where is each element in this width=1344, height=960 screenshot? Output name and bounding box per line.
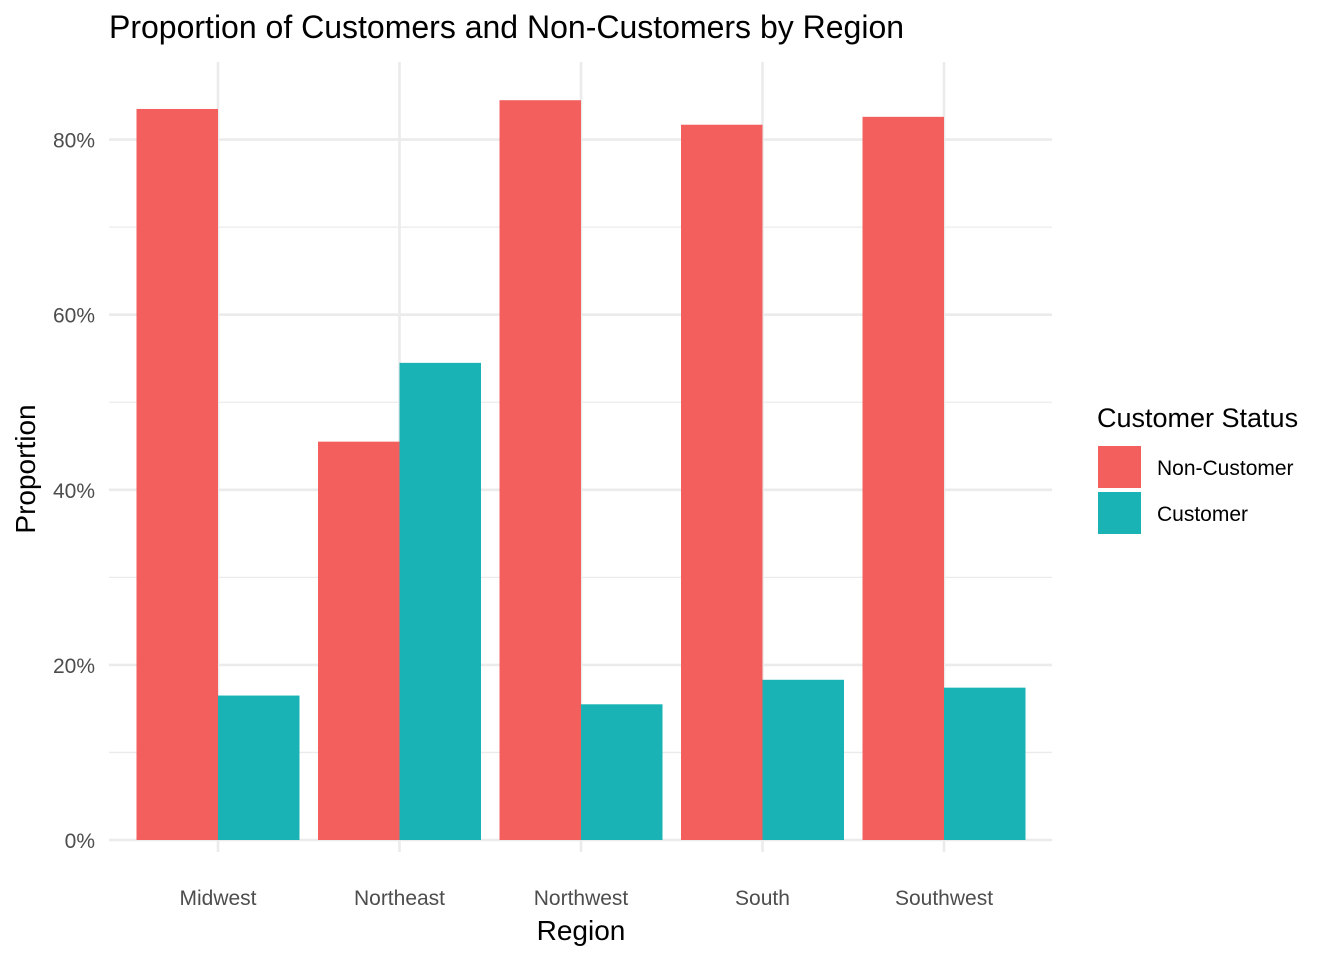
bar-non-customer-southwest (862, 116, 944, 841)
x-tick-label: Northwest (534, 887, 629, 910)
bar-non-customer-midwest (136, 108, 218, 840)
legend-label: Customer (1157, 503, 1248, 526)
x-axis-title: Region (537, 915, 626, 946)
legend-key (1098, 446, 1141, 488)
x-axis-ticks: Midwest Northeast Northwest South Southwest (179, 887, 993, 910)
bar-customer-southwest (944, 687, 1026, 840)
y-tick-label: 40% (53, 480, 95, 503)
bar-customer-northeast (399, 362, 481, 840)
y-axis-ticks: 0% 20% 40% 60% 80% (53, 130, 95, 853)
x-tick-label: Northeast (354, 887, 445, 910)
x-tick-label: South (735, 887, 790, 910)
bar-customer-south (762, 679, 844, 840)
legend-label: Non-Customer (1157, 457, 1294, 480)
chart-title: Proportion of Customers and Non-Customer… (109, 9, 904, 45)
legend-key (1098, 492, 1141, 534)
legend: Customer Status Non-Customer Customer (1097, 403, 1298, 534)
bar-customer-northwest (581, 704, 663, 840)
x-tick-label: Midwest (179, 887, 256, 910)
bar-non-customer-south (681, 124, 763, 841)
legend-title: Customer Status (1097, 403, 1298, 433)
y-tick-label: 80% (53, 130, 95, 153)
bar-non-customer-northeast (318, 441, 400, 840)
bar-customer-midwest (218, 695, 300, 840)
bar-non-customer-northwest (499, 100, 581, 840)
y-axis-title: Proportion (10, 404, 41, 533)
y-tick-label: 20% (53, 655, 95, 678)
y-tick-label: 0% (65, 830, 95, 853)
bars-group (136, 100, 1026, 841)
y-tick-label: 60% (53, 305, 95, 328)
x-tick-label: Southwest (895, 887, 993, 910)
